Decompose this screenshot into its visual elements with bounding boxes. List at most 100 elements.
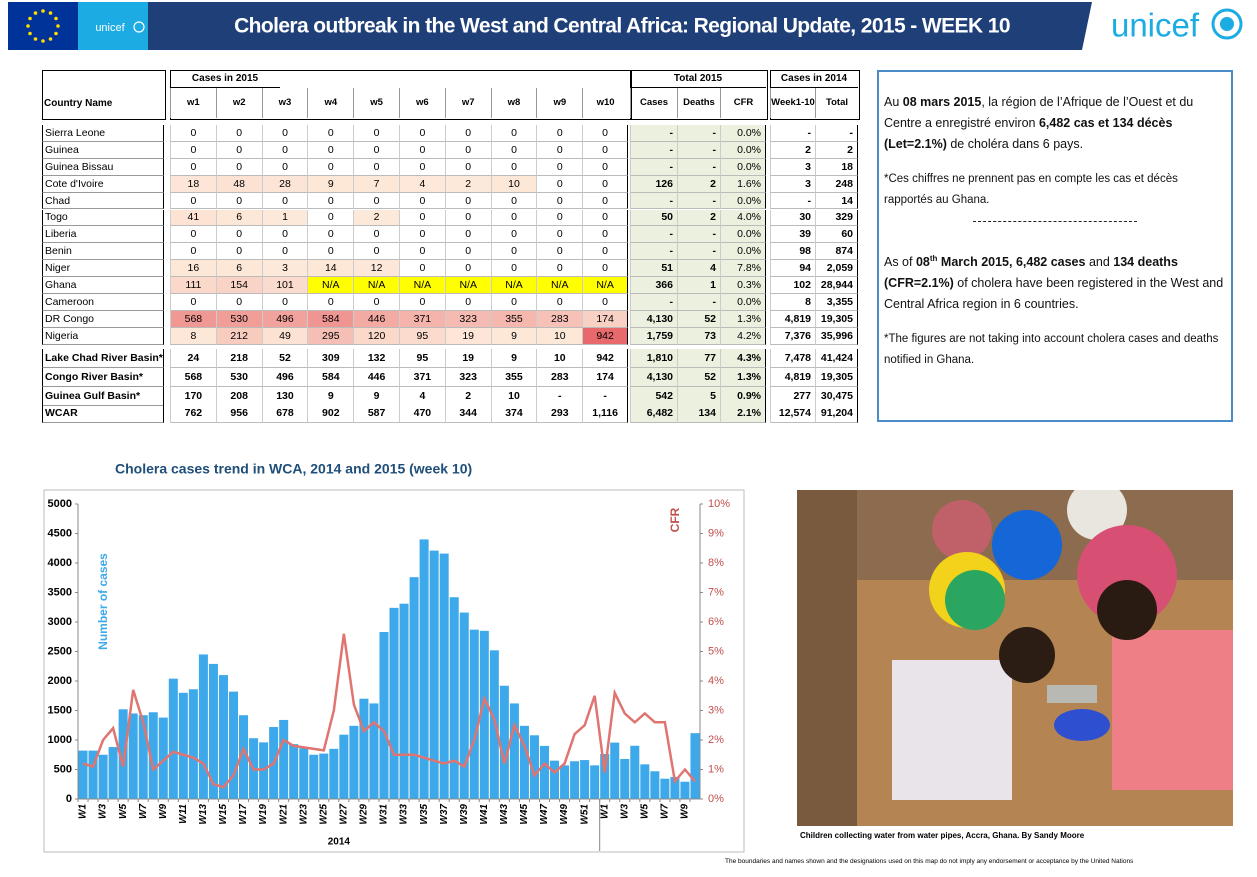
table-cell: 0 xyxy=(261,192,308,210)
table-cell: 1.6% xyxy=(720,175,766,193)
pipe xyxy=(1047,685,1097,703)
row-name: WCAR xyxy=(42,404,164,423)
table-cell: 0 xyxy=(261,125,308,142)
x-tick-label: W17 xyxy=(238,804,249,825)
x-group-label: 2014 xyxy=(328,837,351,848)
table-cell: 277 xyxy=(770,387,815,406)
table-cell: 0 xyxy=(444,192,491,210)
row-name: Guinea xyxy=(42,141,164,159)
x-tick-label: W9 xyxy=(158,804,169,819)
table-cell: 0 xyxy=(215,243,262,261)
row-name: Niger xyxy=(42,260,164,278)
y2-tick-label: 5% xyxy=(708,645,724,657)
x-tick-label: W19 xyxy=(258,804,269,825)
text: Au xyxy=(884,95,903,109)
table-cell: 1 xyxy=(677,277,720,294)
table-cell: 293 xyxy=(536,404,583,423)
table-cell: 374 xyxy=(490,404,537,423)
row-name: Congo River Basin* xyxy=(42,368,164,387)
table-cell: 496 xyxy=(261,368,308,387)
table-cell: 584 xyxy=(307,368,354,387)
table-cell: 98 xyxy=(770,243,815,261)
row-name: Nigeria xyxy=(42,327,164,345)
x-tick-label: W39 xyxy=(459,804,470,825)
table-cell: 16 xyxy=(170,260,216,278)
text: th xyxy=(929,254,938,263)
table-cell: 101 xyxy=(261,277,308,294)
eu-stars xyxy=(26,9,60,43)
text: 6,482 cas et 134 décès (Let=2.1%) xyxy=(884,116,1173,151)
table-cell: - xyxy=(677,226,720,244)
x-tick-label: W1 xyxy=(599,804,610,819)
table-cell: 94 xyxy=(770,260,815,278)
y-tick-label: 0 xyxy=(66,793,72,805)
bucket xyxy=(992,510,1062,580)
table-cell: 35,996 xyxy=(815,327,858,345)
x-tick-label: W7 xyxy=(660,804,671,819)
table-cell: N/A xyxy=(307,277,354,294)
col-header: Country Name xyxy=(44,97,113,109)
star xyxy=(41,9,45,13)
table-cell: 0 xyxy=(582,209,628,227)
table-cell: 0.0% xyxy=(720,158,766,176)
y-tick-label: 4500 xyxy=(48,527,72,539)
table-cell: 1 xyxy=(261,209,308,227)
table-cell: 10 xyxy=(536,327,583,345)
bar xyxy=(459,612,469,799)
table-cell: 0 xyxy=(536,260,583,278)
x-tick-label: W11 xyxy=(178,804,189,824)
table-cell: 4,819 xyxy=(770,310,815,328)
table-cell: 446 xyxy=(353,368,399,387)
table-cell: 126 xyxy=(630,175,677,193)
table-cell: 1,116 xyxy=(582,404,628,423)
x-tick-label: W33 xyxy=(399,804,410,825)
y-tick-label: 3500 xyxy=(48,586,72,598)
table-cell: 0 xyxy=(170,243,216,261)
y-tick-label: 5000 xyxy=(48,498,72,510)
bar xyxy=(529,735,539,799)
bar xyxy=(630,745,640,799)
bar xyxy=(670,776,680,799)
table-cell: 329 xyxy=(815,209,858,227)
table-cell: 9 xyxy=(307,175,354,193)
table-cell: 2 xyxy=(815,141,858,159)
unicef-box xyxy=(78,2,148,50)
table-cell: 0 xyxy=(307,226,354,244)
bar xyxy=(128,713,138,799)
table-cell: 0 xyxy=(536,192,583,210)
star xyxy=(54,31,58,36)
text: 6,482 cases xyxy=(1015,255,1086,270)
table-cell: 52 xyxy=(261,349,308,368)
x-tick-label: W27 xyxy=(338,804,349,825)
bar xyxy=(339,734,349,799)
table-cell: 0 xyxy=(536,226,583,244)
bar xyxy=(519,725,529,799)
row-name: Cameroon xyxy=(42,294,164,311)
table-cell: 3 xyxy=(770,175,815,193)
col-header: w4 xyxy=(307,88,353,118)
bar xyxy=(469,629,479,799)
table-cell: 309 xyxy=(307,349,354,368)
table-cell: 18 xyxy=(815,158,858,176)
table-cell: - xyxy=(770,192,815,210)
table-cell: 1,759 xyxy=(630,327,677,345)
bar xyxy=(218,675,228,799)
col-header: w10 xyxy=(582,88,628,118)
text: March 2015, xyxy=(937,255,1016,270)
table-cell: 4 xyxy=(399,175,445,193)
y2-tick-label: 1% xyxy=(708,763,724,775)
table-cell: 6,482 xyxy=(630,404,677,423)
table-cell: 2 xyxy=(444,175,491,193)
table-cell: 2 xyxy=(677,175,720,193)
table-cell: 248 xyxy=(815,175,858,193)
table-cell: 0 xyxy=(307,125,354,142)
table-cell: 19 xyxy=(444,327,491,345)
note-en: As of 08th March 2015, 6,482 cases and 1… xyxy=(884,248,1226,315)
table-cell: 2 xyxy=(353,209,399,227)
table-cell: 0 xyxy=(444,125,491,142)
bar xyxy=(650,771,660,799)
bar xyxy=(379,632,389,799)
table-cell: 283 xyxy=(536,368,583,387)
table-cell: 28,944 xyxy=(815,277,858,294)
